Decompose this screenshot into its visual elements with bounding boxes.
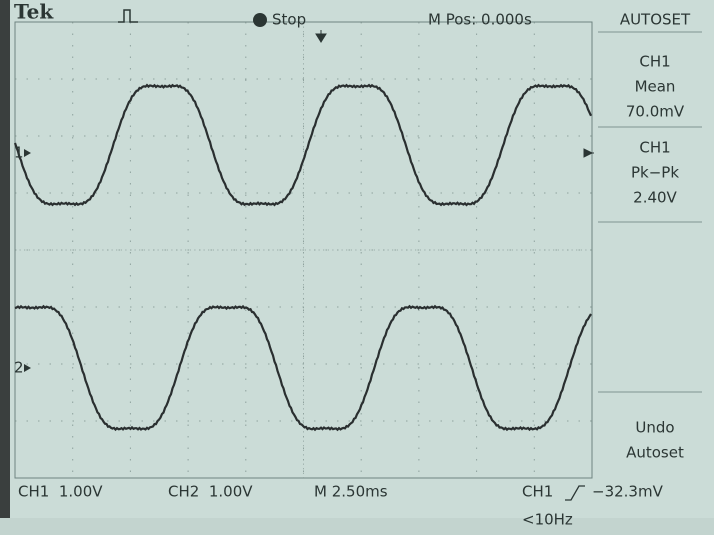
trigger-position-marker bbox=[315, 30, 327, 43]
trigger-frequency: <10Hz bbox=[522, 511, 573, 529]
menu-item-line[interactable]: CH1 bbox=[639, 53, 670, 71]
timebase: M 2.50ms bbox=[314, 483, 388, 501]
bezel-bottom bbox=[0, 518, 714, 535]
menu-title[interactable]: AUTOSET bbox=[620, 11, 691, 29]
bezel-left bbox=[0, 0, 10, 535]
ch2-scale: CH2 1.00V bbox=[168, 483, 253, 501]
ch2-marker: 2 bbox=[14, 359, 24, 377]
acquire-icon bbox=[118, 9, 138, 23]
trigger-source: CH1 bbox=[522, 483, 553, 501]
menu-item-line[interactable]: Pk−Pk bbox=[631, 164, 679, 182]
menu-item-line[interactable]: 70.0mV bbox=[626, 103, 685, 121]
menu-item-line[interactable]: CH1 bbox=[639, 139, 670, 157]
menu-item-line[interactable]: 2.40V bbox=[633, 189, 677, 207]
waveform-ch1 bbox=[13, 83, 593, 207]
menu-item-line[interactable]: Mean bbox=[635, 78, 676, 96]
trigger-slope-icon bbox=[565, 485, 585, 501]
run-state: Stop bbox=[272, 11, 306, 29]
menu-item-line[interactable]: Undo bbox=[635, 419, 674, 437]
graticule bbox=[15, 22, 592, 478]
graticule-border bbox=[14, 21, 593, 479]
ch1-marker-arrow bbox=[24, 149, 31, 157]
horizontal-position: M Pos: 0.000s bbox=[428, 11, 532, 29]
stop-indicator bbox=[253, 13, 267, 27]
menu-item-line[interactable]: Autoset bbox=[626, 444, 684, 462]
ch1-marker: 1 bbox=[14, 144, 24, 162]
waveform-ch2 bbox=[14, 304, 592, 432]
brand: Tek bbox=[14, 0, 54, 24]
ch2-marker-arrow bbox=[24, 364, 31, 372]
ch1-scale: CH1 1.00V bbox=[18, 483, 103, 501]
trigger-level-marker bbox=[583, 148, 594, 158]
trigger-level: −32.3mV bbox=[592, 483, 664, 501]
side-menu: AUTOSET CH1 Mean 70.0mV CH1 Pk−Pk 2.40V … bbox=[598, 11, 702, 462]
